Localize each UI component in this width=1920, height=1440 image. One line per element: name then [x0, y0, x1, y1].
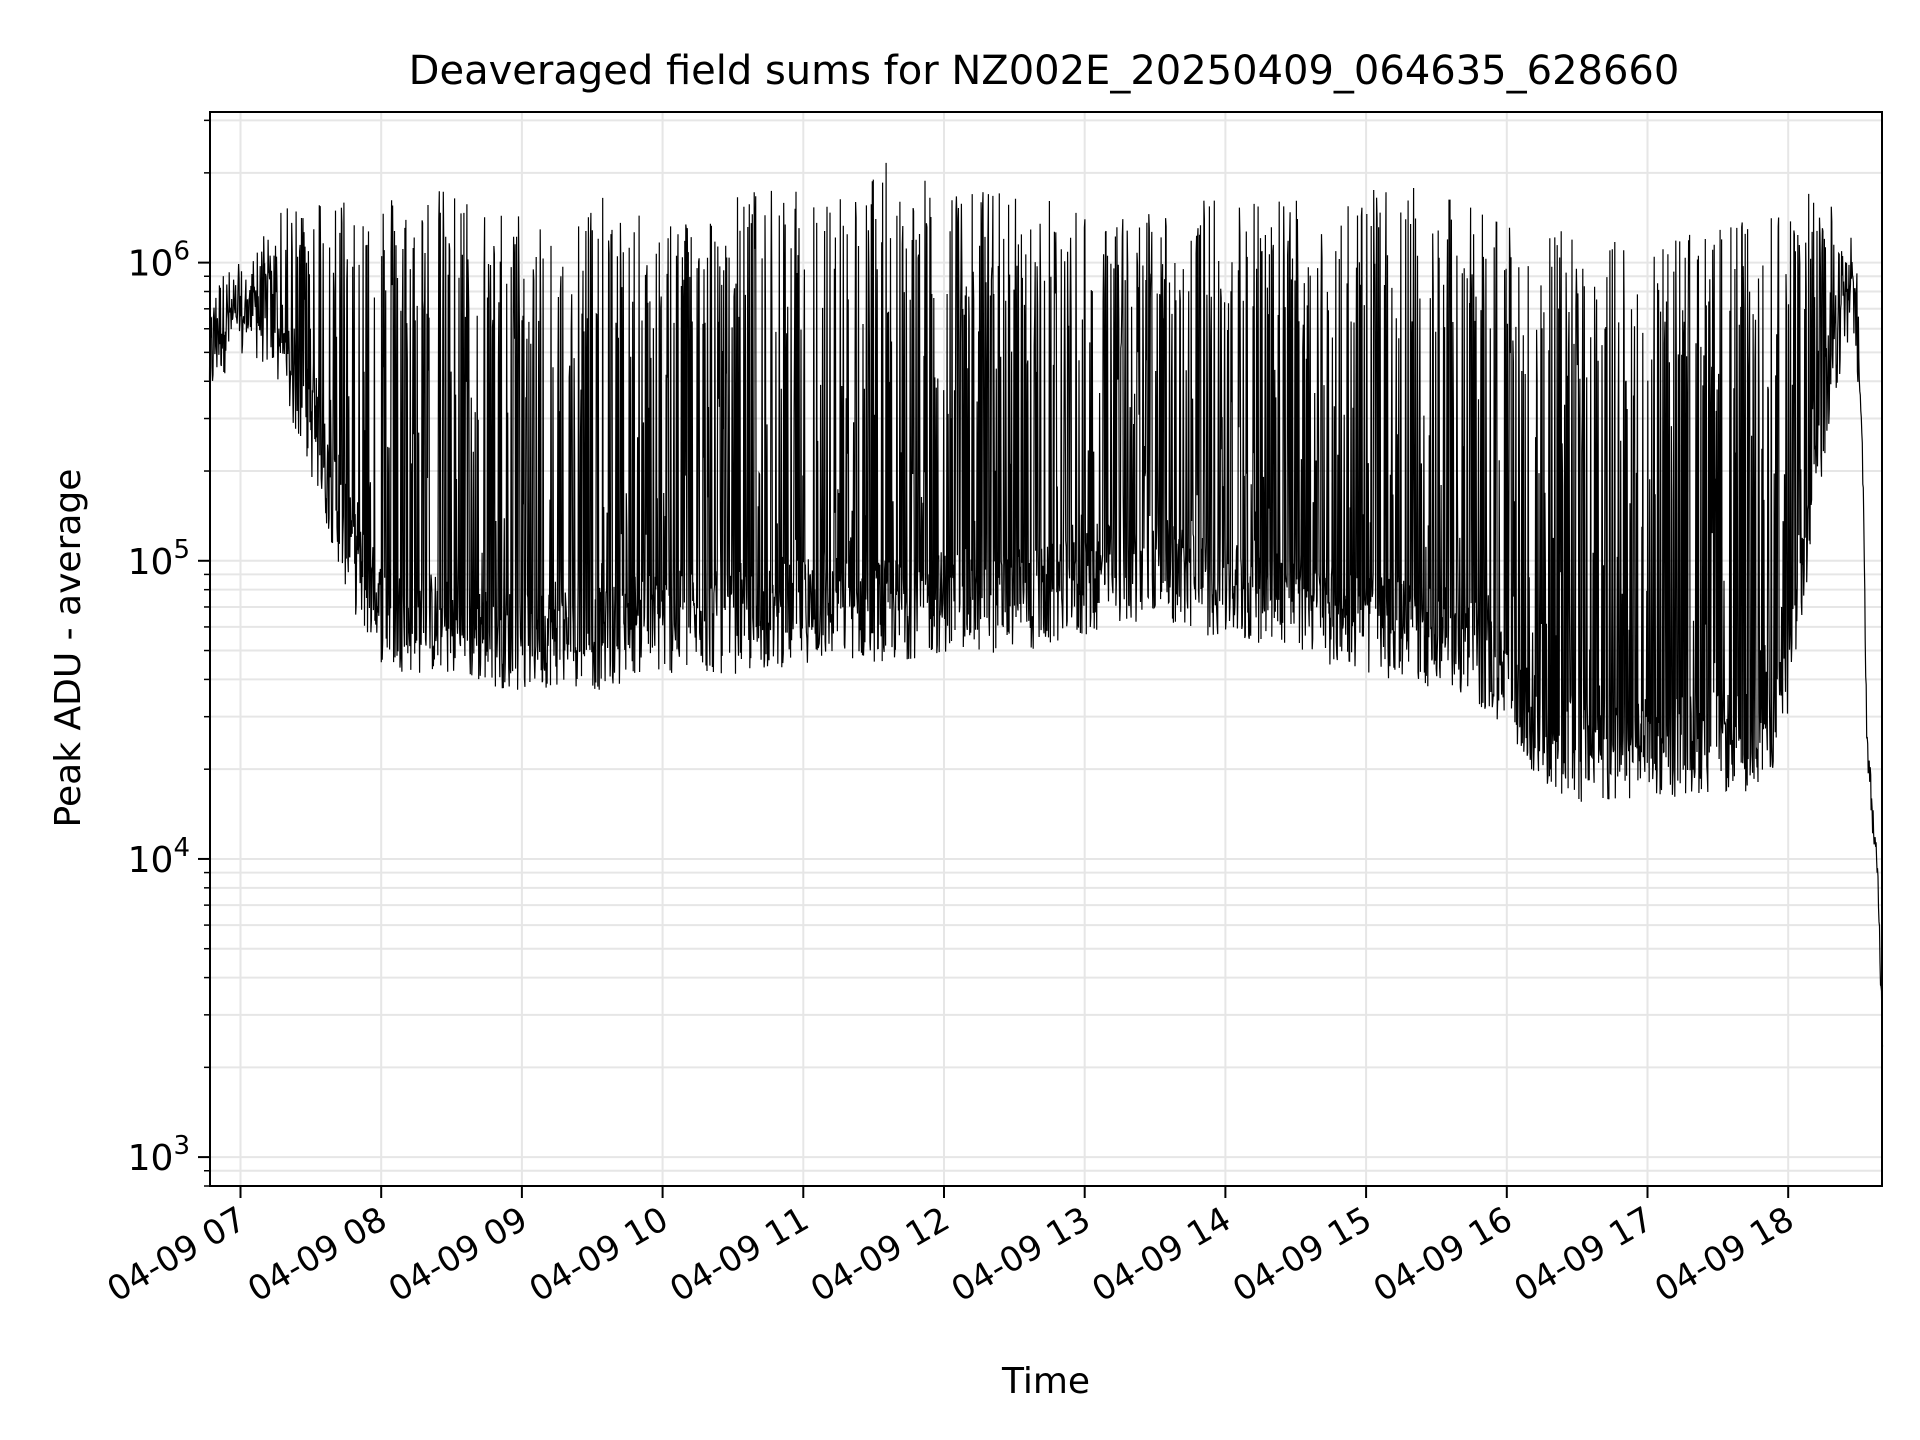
- y-axis-label: Peak ADU - average: [48, 469, 89, 828]
- x-tick-label: 04-09 18: [1648, 1199, 1800, 1310]
- chart-title: Deaveraged field sums for NZ002E_2025040…: [409, 48, 1680, 94]
- x-tick-label: 04-09 08: [241, 1199, 393, 1310]
- x-tick-label: 04-09 15: [1226, 1199, 1378, 1310]
- plot-frame: [209, 111, 1883, 1187]
- x-tick-label: 04-09 14: [1085, 1199, 1237, 1310]
- x-tick-label: 04-09 16: [1367, 1199, 1519, 1310]
- y-tick-label: 103: [128, 1131, 190, 1179]
- y-tick-label: 106: [128, 237, 190, 285]
- x-tick-label: 04-09 17: [1508, 1199, 1660, 1310]
- x-tick-label: 04-09 13: [945, 1199, 1097, 1310]
- y-tick-label: 104: [128, 833, 190, 881]
- y-axis: 103 104 105 106: [128, 119, 210, 1187]
- x-tick-label: 04-09 10: [523, 1199, 675, 1310]
- x-tick-label: 04-09 07: [101, 1199, 253, 1310]
- x-tick-label: 04-09 11: [663, 1199, 815, 1310]
- x-tick-label: 04-09 09: [382, 1199, 534, 1310]
- y-tick-label: 105: [128, 535, 190, 583]
- x-axis-label: Time: [1001, 1361, 1090, 1402]
- series-line: [208, 162, 1884, 1047]
- x-tick-label: 04-09 12: [804, 1199, 956, 1310]
